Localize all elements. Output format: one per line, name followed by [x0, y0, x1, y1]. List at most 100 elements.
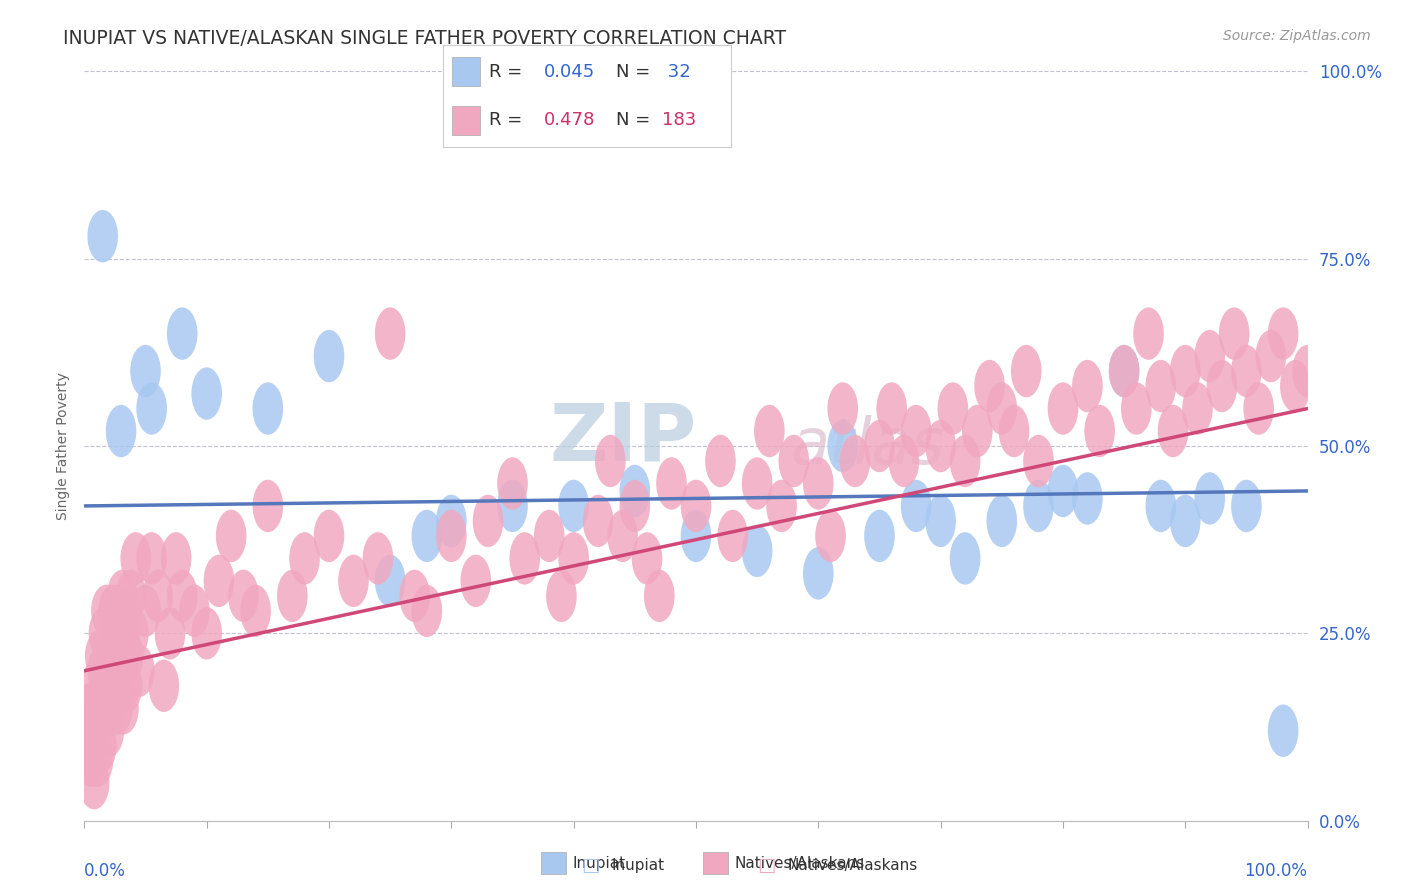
Ellipse shape: [461, 555, 491, 607]
Text: Natives/Alaskans: Natives/Alaskans: [787, 858, 918, 872]
Ellipse shape: [925, 420, 956, 472]
Ellipse shape: [87, 645, 118, 697]
Ellipse shape: [98, 584, 129, 637]
Ellipse shape: [167, 308, 197, 359]
Ellipse shape: [75, 734, 105, 787]
Ellipse shape: [436, 495, 467, 547]
Ellipse shape: [1024, 434, 1053, 487]
Ellipse shape: [987, 495, 1017, 547]
Ellipse shape: [253, 383, 283, 434]
Ellipse shape: [314, 509, 344, 562]
Ellipse shape: [828, 383, 858, 434]
Ellipse shape: [472, 495, 503, 547]
Ellipse shape: [103, 682, 132, 734]
Ellipse shape: [136, 533, 167, 584]
Ellipse shape: [105, 405, 136, 458]
Ellipse shape: [657, 458, 686, 509]
Ellipse shape: [498, 480, 527, 533]
Ellipse shape: [399, 570, 430, 622]
Ellipse shape: [865, 509, 894, 562]
Ellipse shape: [865, 420, 894, 472]
Ellipse shape: [375, 555, 405, 607]
Ellipse shape: [1109, 345, 1139, 397]
Ellipse shape: [1133, 308, 1164, 359]
Ellipse shape: [1206, 359, 1237, 412]
Ellipse shape: [118, 607, 149, 659]
Ellipse shape: [112, 630, 143, 682]
Bar: [451, 57, 481, 86]
Ellipse shape: [901, 405, 931, 458]
Ellipse shape: [104, 584, 135, 637]
Ellipse shape: [950, 434, 980, 487]
Ellipse shape: [124, 645, 155, 697]
Ellipse shape: [142, 570, 173, 622]
Text: INUPIAT VS NATIVE/ALASKAN SINGLE FATHER POVERTY CORRELATION CHART: INUPIAT VS NATIVE/ALASKAN SINGLE FATHER …: [63, 29, 786, 47]
Ellipse shape: [1195, 330, 1225, 383]
Ellipse shape: [314, 330, 344, 383]
Ellipse shape: [79, 757, 110, 809]
Ellipse shape: [998, 405, 1029, 458]
Bar: [703, 852, 728, 874]
Ellipse shape: [191, 607, 222, 659]
Ellipse shape: [681, 509, 711, 562]
Text: □: □: [581, 855, 600, 875]
Ellipse shape: [105, 630, 136, 682]
Ellipse shape: [962, 405, 993, 458]
Bar: [541, 852, 565, 874]
Ellipse shape: [876, 383, 907, 434]
Ellipse shape: [228, 570, 259, 622]
Ellipse shape: [583, 495, 613, 547]
Ellipse shape: [631, 533, 662, 584]
Ellipse shape: [1121, 383, 1152, 434]
Ellipse shape: [558, 480, 589, 533]
Text: Inupiat: Inupiat: [574, 855, 626, 871]
Text: 0.0%: 0.0%: [84, 863, 127, 880]
Ellipse shape: [204, 555, 235, 607]
Ellipse shape: [509, 533, 540, 584]
Ellipse shape: [558, 533, 589, 584]
Ellipse shape: [803, 547, 834, 599]
Ellipse shape: [76, 682, 107, 734]
Ellipse shape: [1109, 345, 1139, 397]
Ellipse shape: [86, 720, 117, 772]
Ellipse shape: [94, 705, 124, 757]
Y-axis label: Single Father Poverty: Single Father Poverty: [56, 372, 70, 520]
Ellipse shape: [766, 480, 797, 533]
Ellipse shape: [96, 682, 127, 734]
Ellipse shape: [803, 458, 834, 509]
Ellipse shape: [644, 570, 675, 622]
Ellipse shape: [717, 509, 748, 562]
Ellipse shape: [1219, 308, 1250, 359]
Ellipse shape: [950, 533, 980, 584]
Ellipse shape: [277, 570, 308, 622]
Text: atlas: atlas: [790, 415, 945, 477]
Ellipse shape: [136, 383, 167, 434]
Ellipse shape: [73, 705, 103, 757]
Ellipse shape: [607, 509, 638, 562]
Text: ZIP: ZIP: [548, 400, 696, 477]
Ellipse shape: [681, 480, 711, 533]
Text: 0.045: 0.045: [544, 62, 595, 81]
Text: 32: 32: [662, 62, 690, 81]
Ellipse shape: [100, 659, 131, 712]
Ellipse shape: [290, 533, 319, 584]
Ellipse shape: [1146, 480, 1175, 533]
Ellipse shape: [436, 509, 467, 562]
Ellipse shape: [839, 434, 870, 487]
Text: 100.0%: 100.0%: [1244, 863, 1308, 880]
Ellipse shape: [363, 533, 394, 584]
Ellipse shape: [498, 458, 527, 509]
Ellipse shape: [546, 570, 576, 622]
Text: R =: R =: [489, 62, 529, 81]
Ellipse shape: [179, 584, 209, 637]
Ellipse shape: [742, 524, 772, 577]
Ellipse shape: [1011, 345, 1042, 397]
Bar: [451, 106, 481, 135]
Ellipse shape: [938, 383, 969, 434]
Ellipse shape: [1073, 472, 1102, 524]
Ellipse shape: [412, 509, 441, 562]
Ellipse shape: [1292, 345, 1323, 397]
Ellipse shape: [87, 210, 118, 262]
Ellipse shape: [1232, 345, 1261, 397]
Ellipse shape: [1047, 383, 1078, 434]
